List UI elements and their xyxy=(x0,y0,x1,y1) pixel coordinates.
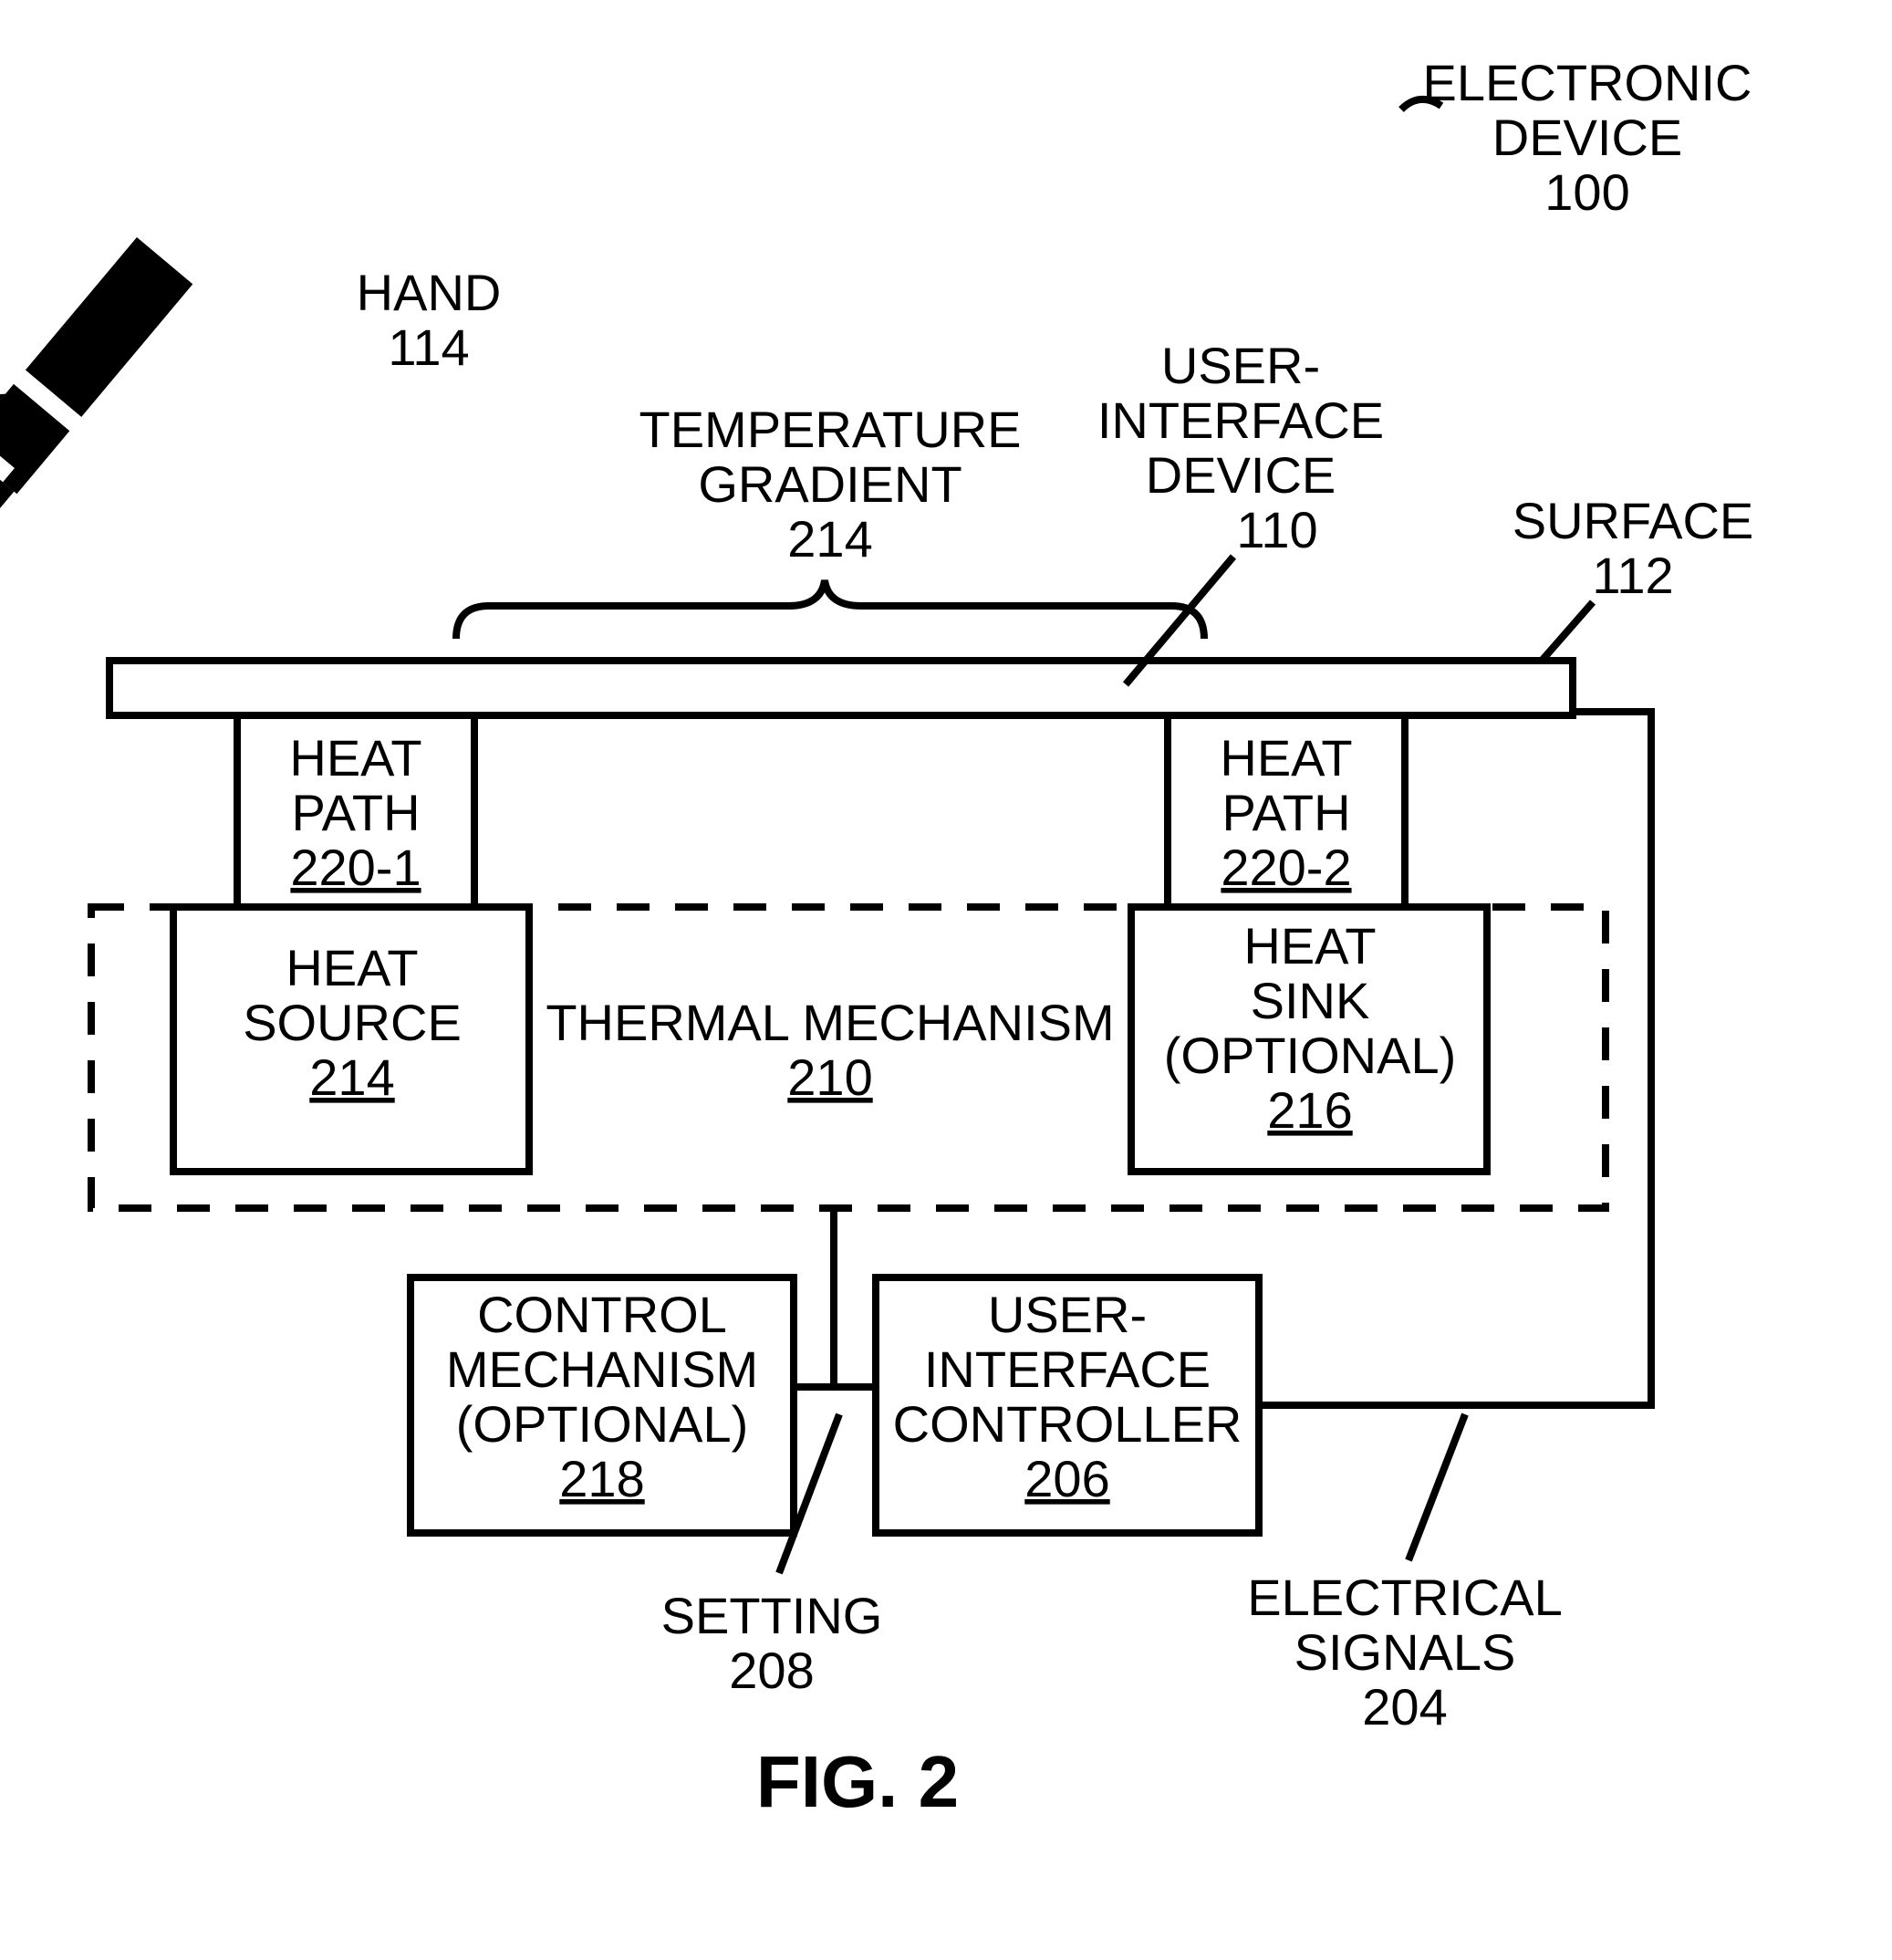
svg-text:SINK: SINK xyxy=(1251,972,1370,1029)
heat-path-1-text: HEAT PATH 220-1 xyxy=(289,729,421,896)
electrical-signals-label-group: ELECTRICAL SIGNALS 204 xyxy=(1247,1569,1562,1736)
svg-text:220-2: 220-2 xyxy=(1221,839,1351,896)
temperature-gradient-brace xyxy=(456,580,1204,639)
svg-text:220-1: 220-1 xyxy=(290,839,421,896)
surface-ref: 112 xyxy=(1592,547,1673,604)
svg-text:218: 218 xyxy=(559,1450,644,1507)
svg-text:THERMAL MECHANISM: THERMAL MECHANISM xyxy=(546,994,1114,1051)
svg-text:CONTROLLER: CONTROLLER xyxy=(893,1395,1242,1453)
surface-bar xyxy=(109,661,1573,715)
svg-text:ELECTRICAL: ELECTRICAL xyxy=(1247,1569,1562,1626)
svg-text:(OPTIONAL): (OPTIONAL) xyxy=(456,1395,748,1453)
setting-label: SETTING xyxy=(661,1587,883,1644)
ui-device-leader xyxy=(1126,557,1233,684)
svg-text:INTERFACE: INTERFACE xyxy=(1097,391,1384,449)
svg-text:DEVICE: DEVICE xyxy=(1146,446,1336,504)
title-line1: ELECTRONIC xyxy=(1423,54,1752,111)
svg-text:PATH: PATH xyxy=(291,784,420,841)
svg-text:204: 204 xyxy=(1362,1678,1447,1736)
svg-text:HEAT: HEAT xyxy=(1243,917,1376,975)
svg-text:PATH: PATH xyxy=(1221,784,1350,841)
svg-text:(OPTIONAL): (OPTIONAL) xyxy=(1164,1027,1456,1084)
surface-label: SURFACE xyxy=(1513,492,1754,549)
setting-label-group: SETTING 208 xyxy=(661,1587,883,1699)
svg-text:CONTROL: CONTROL xyxy=(477,1286,727,1343)
surface-label-group: SURFACE 112 xyxy=(1513,492,1754,604)
hand-label: HAND xyxy=(357,264,502,321)
title-ref: 100 xyxy=(1544,163,1629,221)
figure-caption: FIG. 2 xyxy=(756,1741,959,1822)
electrical-signals-leader xyxy=(1409,1414,1465,1560)
svg-text:206: 206 xyxy=(1024,1450,1109,1507)
svg-text:110: 110 xyxy=(1236,501,1317,558)
svg-text:SIGNALS: SIGNALS xyxy=(1294,1623,1516,1681)
setting-ref: 208 xyxy=(729,1642,814,1699)
temperature-gradient-label: TEMPERATURE GRADIENT 214 xyxy=(639,401,1022,568)
title-line2: DEVICE xyxy=(1492,109,1683,166)
hand-icon xyxy=(0,221,195,536)
svg-text:GRADIENT: GRADIENT xyxy=(698,455,962,513)
svg-text:INTERFACE: INTERFACE xyxy=(924,1340,1211,1398)
surface-leader xyxy=(1542,602,1593,661)
svg-text:SOURCE: SOURCE xyxy=(243,994,462,1051)
thermal-mechanism-text: THERMAL MECHANISM 210 xyxy=(546,994,1114,1106)
svg-text:214: 214 xyxy=(787,510,872,568)
svg-text:HEAT: HEAT xyxy=(286,939,418,996)
heat-path-2-text: HEAT PATH 220-2 xyxy=(1220,729,1352,896)
svg-text:MECHANISM: MECHANISM xyxy=(446,1340,758,1398)
hand-label-group: HAND 114 xyxy=(357,264,502,376)
ui-device-label: USER- INTERFACE DEVICE 110 xyxy=(1097,337,1384,558)
svg-text:214: 214 xyxy=(309,1048,394,1106)
svg-text:HEAT: HEAT xyxy=(289,729,421,787)
svg-text:216: 216 xyxy=(1267,1081,1352,1139)
svg-text:USER-: USER- xyxy=(988,1286,1147,1343)
hand-ref: 114 xyxy=(388,318,469,376)
svg-text:HEAT: HEAT xyxy=(1220,729,1352,787)
svg-text:TEMPERATURE: TEMPERATURE xyxy=(639,401,1022,458)
device-title: ELECTRONIC DEVICE 100 xyxy=(1401,54,1752,221)
svg-text:210: 210 xyxy=(787,1048,872,1106)
diagram-root: ELECTRONIC DEVICE 100 HAND 114 TEMPERATU… xyxy=(0,0,1892,1960)
svg-text:USER-: USER- xyxy=(1161,337,1320,394)
